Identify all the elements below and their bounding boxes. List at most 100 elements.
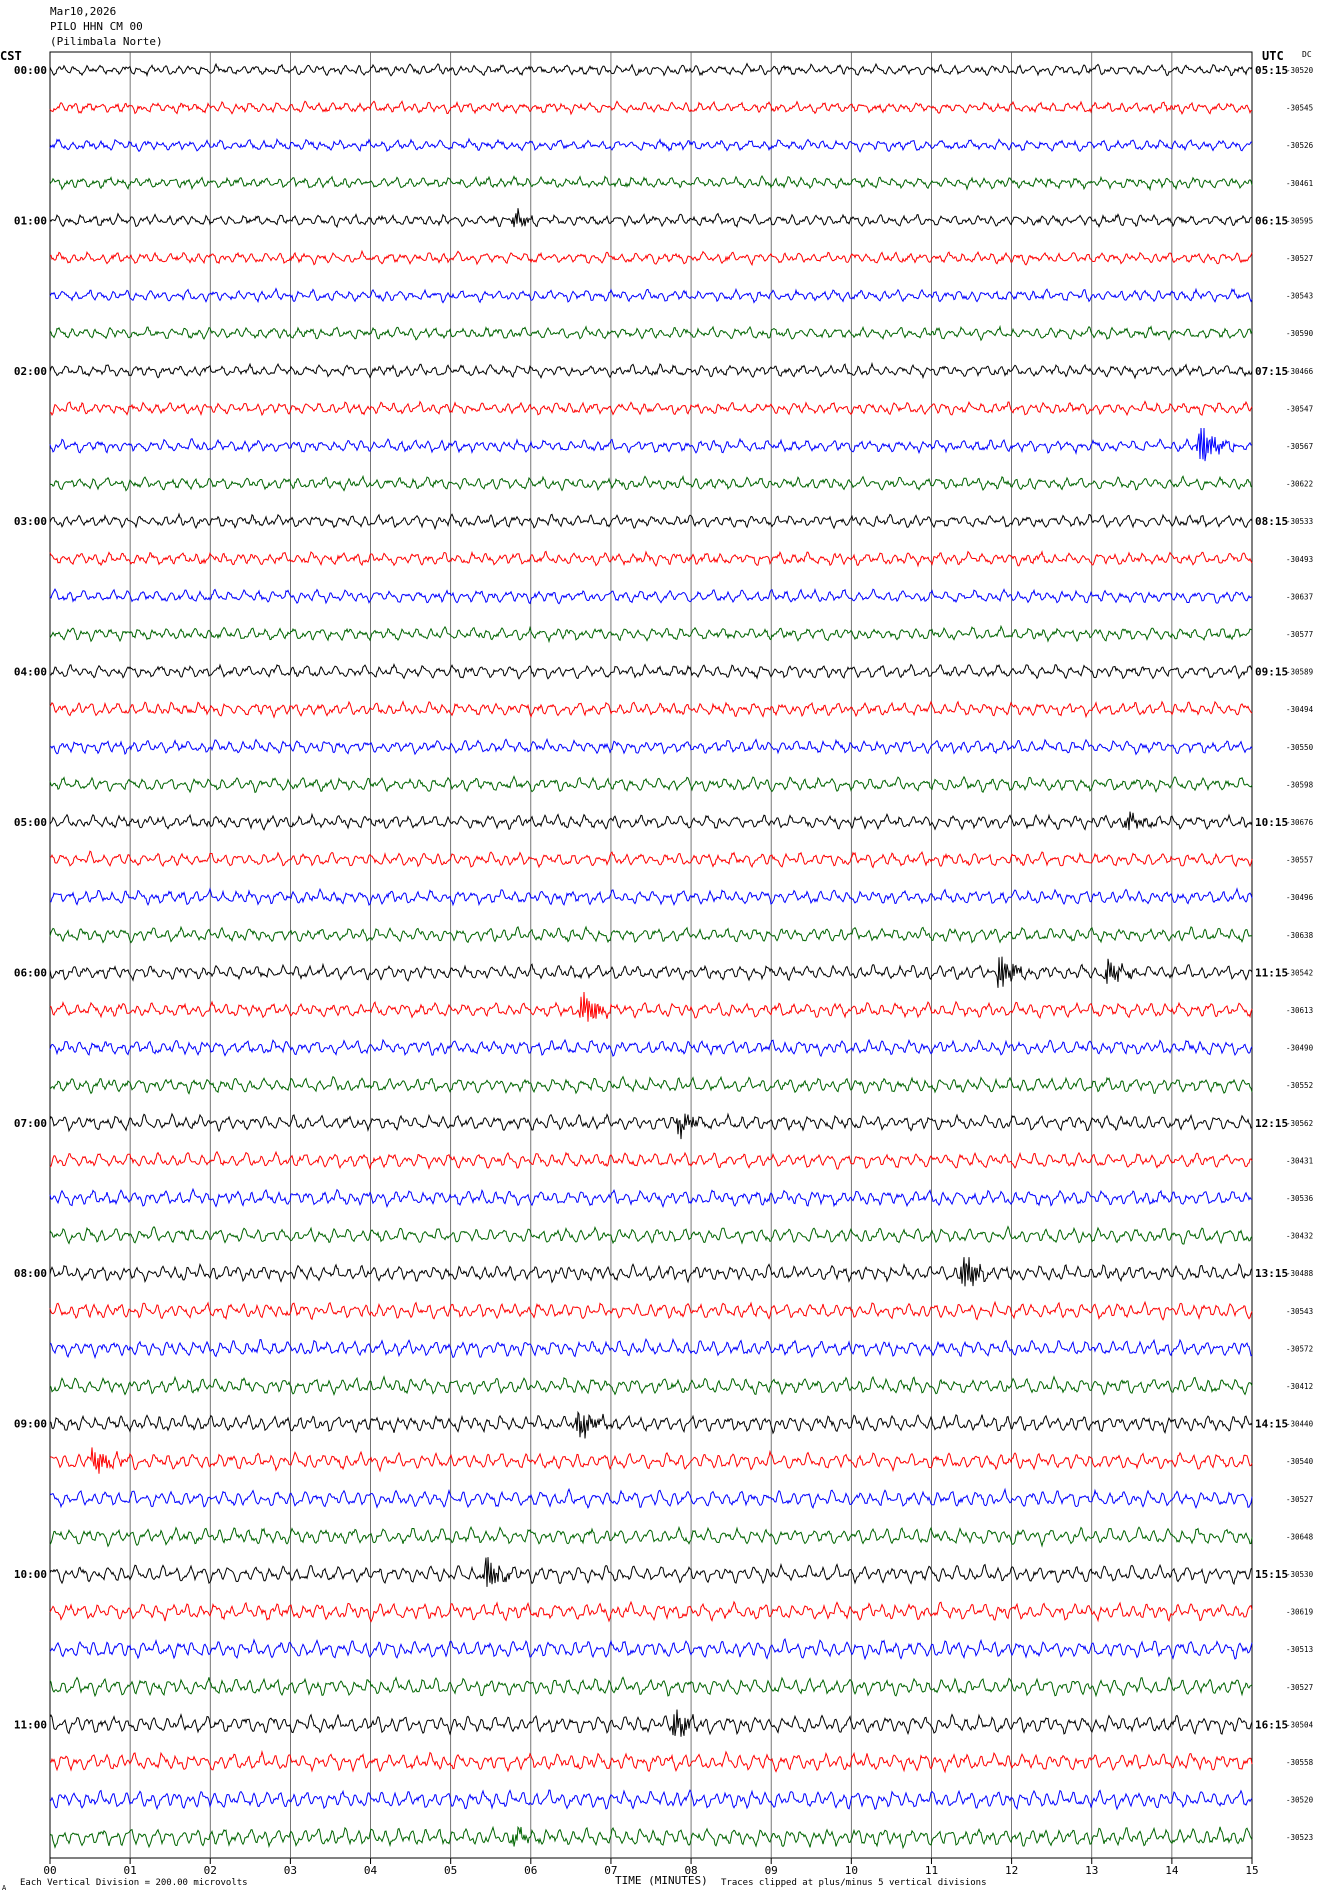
x-tick-label: 02 bbox=[204, 1864, 217, 1877]
dc-offset-label: -30622 bbox=[1286, 480, 1313, 489]
dc-offset-label: -30513 bbox=[1286, 1645, 1313, 1654]
x-tick-label: 15 bbox=[1245, 1864, 1258, 1877]
dc-offset-label: -30637 bbox=[1286, 592, 1313, 601]
seismic-trace bbox=[49, 100, 1253, 116]
right-timezone-label: UTC bbox=[1262, 49, 1284, 63]
seismic-trace bbox=[49, 474, 1253, 492]
seismic-trace bbox=[49, 775, 1253, 794]
left-hour-label: 00:00 bbox=[14, 64, 47, 77]
dc-offset-label: -30598 bbox=[1286, 780, 1314, 789]
x-tick-label: 07 bbox=[604, 1864, 617, 1877]
right-hour-label: 14:15 bbox=[1255, 1418, 1288, 1431]
trace-lines bbox=[49, 62, 1253, 1850]
seismic-trace bbox=[49, 1225, 1253, 1245]
left-hour-label: 03:00 bbox=[14, 515, 47, 528]
left-hour-label: 11:00 bbox=[14, 1718, 47, 1731]
dc-offset-label: -30558 bbox=[1286, 1758, 1314, 1767]
dc-offset-label: -30533 bbox=[1286, 517, 1313, 526]
seismic-trace bbox=[49, 1257, 1253, 1287]
seismic-trace bbox=[49, 324, 1253, 342]
dc-offset-label: -30577 bbox=[1286, 630, 1313, 639]
left-hour-label: 10:00 bbox=[14, 1568, 47, 1581]
dc-offset-label: -30595 bbox=[1286, 216, 1313, 225]
dc-offset-label: -30540 bbox=[1286, 1457, 1314, 1466]
dc-offset-label: -30567 bbox=[1286, 442, 1313, 451]
dc-offset-label: -30590 bbox=[1286, 329, 1314, 338]
seismic-trace bbox=[49, 1749, 1253, 1774]
seismic-trace bbox=[49, 1825, 1253, 1850]
x-tick-label: 10 bbox=[845, 1864, 858, 1877]
right-hour-label: 10:15 bbox=[1255, 816, 1288, 829]
dc-offset-label: -30543 bbox=[1286, 292, 1313, 301]
right-hour-label: 09:15 bbox=[1255, 666, 1288, 679]
left-hour-label: 07:00 bbox=[14, 1117, 47, 1130]
clip-note: Traces clipped at plus/minus 5 vertical … bbox=[721, 1878, 987, 1888]
seismic-trace bbox=[49, 550, 1253, 568]
seismic-trace bbox=[49, 1789, 1253, 1811]
dc-offset-label: -30552 bbox=[1286, 1081, 1313, 1090]
seismic-trace bbox=[49, 287, 1253, 304]
right-hour-label: 05:15 bbox=[1255, 64, 1288, 77]
dc-offset-label: -30527 bbox=[1286, 1495, 1313, 1504]
seismic-trace bbox=[49, 361, 1253, 380]
dc-offset-label: -30536 bbox=[1286, 1194, 1314, 1203]
seismic-trace bbox=[49, 1375, 1253, 1397]
dc-offset-label: -30412 bbox=[1286, 1382, 1313, 1391]
x-tick-label: 04 bbox=[364, 1864, 378, 1877]
seismic-trace bbox=[49, 663, 1253, 680]
left-hour-label: 09:00 bbox=[14, 1418, 47, 1431]
seismic-trace bbox=[49, 512, 1253, 531]
seismic-trace bbox=[49, 1600, 1253, 1623]
dc-offset-label: -30562 bbox=[1286, 1119, 1313, 1128]
right-hour-label: 07:15 bbox=[1255, 365, 1288, 378]
right-hour-label: 08:15 bbox=[1255, 515, 1288, 528]
left-hour-label: 04:00 bbox=[14, 666, 47, 679]
dc-offset-label: -30432 bbox=[1286, 1232, 1313, 1241]
x-tick-label: 13 bbox=[1085, 1864, 1098, 1877]
x-tick-label: 11 bbox=[925, 1864, 938, 1877]
dc-offset-label: -30466 bbox=[1286, 367, 1314, 376]
dc-offset-label: -30557 bbox=[1286, 856, 1313, 865]
dc-offset-label: -30619 bbox=[1286, 1608, 1313, 1617]
dc-offset-label: -30523 bbox=[1286, 1833, 1313, 1842]
seismic-trace bbox=[49, 1337, 1253, 1360]
dc-offset-label: -30530 bbox=[1286, 1570, 1314, 1579]
seismic-trace bbox=[49, 1709, 1253, 1737]
seismic-trace bbox=[49, 1300, 1253, 1321]
left-hour-label: 06:00 bbox=[14, 966, 47, 979]
seismic-trace bbox=[49, 1676, 1253, 1698]
dc-offset-label: -30545 bbox=[1286, 104, 1313, 113]
dc-offset-label: -30543 bbox=[1286, 1307, 1313, 1316]
dc-offset-label: -30527 bbox=[1286, 254, 1313, 263]
seismic-trace bbox=[49, 1525, 1253, 1548]
x-tick-label: 09 bbox=[765, 1864, 778, 1877]
seismic-trace bbox=[49, 925, 1253, 944]
left-hour-label: 05:00 bbox=[14, 816, 47, 829]
seismic-trace bbox=[49, 400, 1253, 417]
seismic-trace bbox=[49, 588, 1253, 605]
dc-offset-label: -30527 bbox=[1286, 1683, 1313, 1692]
dc-offset-label: -30613 bbox=[1286, 1006, 1313, 1015]
dc-offset-label: -30496 bbox=[1286, 893, 1314, 902]
seismic-trace bbox=[49, 62, 1253, 78]
x-tick-label: 01 bbox=[124, 1864, 137, 1877]
x-tick-label: 08 bbox=[684, 1864, 697, 1877]
x-tick-label: 14 bbox=[1165, 1864, 1179, 1877]
seismic-trace bbox=[49, 700, 1253, 719]
x-tick-label: 05 bbox=[444, 1864, 457, 1877]
right-hour-label: 11:15 bbox=[1255, 966, 1288, 979]
right-hour-label: 13:15 bbox=[1255, 1267, 1288, 1280]
seismic-trace bbox=[49, 624, 1252, 644]
dc-offset-label: -30589 bbox=[1286, 668, 1313, 677]
right-hour-label: 12:15 bbox=[1255, 1117, 1288, 1130]
seismic-trace bbox=[49, 1410, 1253, 1439]
dc-offset-label: -30494 bbox=[1286, 705, 1314, 714]
dc-offset-label: -30542 bbox=[1286, 968, 1313, 977]
seismic-trace bbox=[49, 1187, 1253, 1208]
x-tick-label: 03 bbox=[284, 1864, 297, 1877]
right-hour-label: 06:15 bbox=[1255, 214, 1288, 227]
dc-offset-label: -30440 bbox=[1286, 1420, 1314, 1429]
dc-offset-label: -30520 bbox=[1286, 66, 1314, 75]
left-timezone-label: CST bbox=[0, 49, 22, 63]
